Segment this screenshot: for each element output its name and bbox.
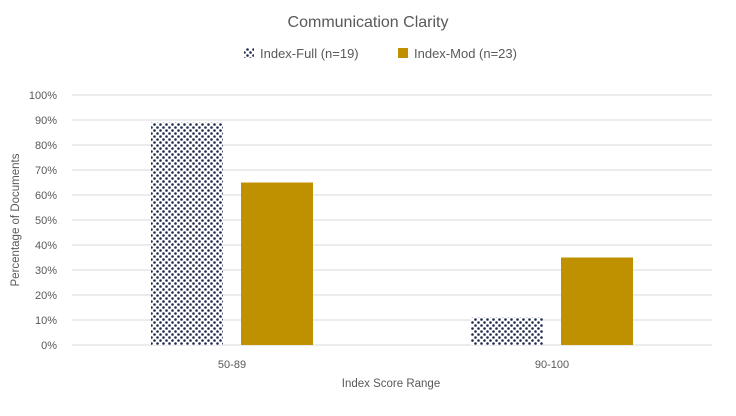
legend-label: Index-Mod (n=23) xyxy=(414,46,517,61)
y-tick-label: 90% xyxy=(35,115,57,127)
y-tick-label: 100% xyxy=(29,90,57,102)
bars xyxy=(151,122,633,345)
bar-index-mod-50-89 xyxy=(241,182,313,345)
bar-index-full-50-89 xyxy=(151,122,223,345)
x-tick-label: 90-100 xyxy=(535,359,569,371)
y-tick-label: 70% xyxy=(35,165,57,177)
y-tick-label: 60% xyxy=(35,190,57,202)
legend-swatch xyxy=(398,48,408,58)
y-tick-label: 40% xyxy=(35,240,57,252)
x-tick-label: 50-89 xyxy=(218,359,246,371)
y-axis-label: Percentage of Documents xyxy=(10,153,22,286)
x-axis-label: Index Score Range xyxy=(342,378,440,390)
bar-index-full-90-100 xyxy=(471,317,543,345)
y-tick-label: 30% xyxy=(35,265,57,277)
legend-swatch xyxy=(244,48,254,58)
y-tick-label: 50% xyxy=(35,215,57,227)
y-axis-ticks: 0% 10% 20% 30% 40% 50% 60% 70% 80% 90% 100% xyxy=(29,90,57,352)
y-tick-label: 10% xyxy=(35,315,57,327)
legend-label: Index-Full (n=19) xyxy=(260,46,359,61)
bar-index-mod-90-100 xyxy=(561,257,633,345)
legend: Index-Full (n=19) Index-Mod (n=23) xyxy=(244,46,517,61)
y-tick-label: 0% xyxy=(41,340,57,352)
y-tick-label: 20% xyxy=(35,290,57,302)
y-tick-label: 80% xyxy=(35,140,57,152)
chart-title: Communication Clarity xyxy=(288,14,449,31)
x-axis-ticks: 50-89 90-100 xyxy=(218,359,569,371)
